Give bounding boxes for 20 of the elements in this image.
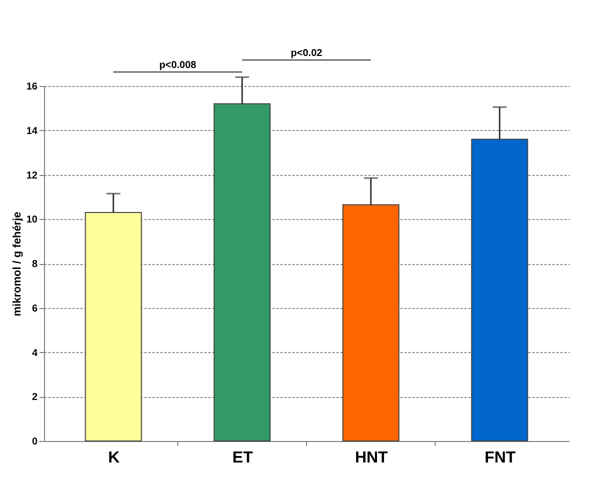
x-tick-label: HNT (354, 450, 388, 466)
y-tick-label: 0 (32, 436, 38, 448)
text: p<0.02 (290, 48, 323, 59)
y-tick-label: 12 (26, 170, 38, 182)
bar (84, 212, 142, 442)
bar (342, 204, 400, 442)
y-axis-title: mikromol / g fehérje (11, 212, 24, 316)
x-tick-label: ET (232, 450, 254, 466)
bar (214, 103, 271, 442)
y-tick-label: 16 (26, 82, 38, 92)
y-tick-label: 8 (32, 259, 38, 270)
y-tick-label: 6 (32, 303, 38, 314)
x-tick-label: FNT (484, 450, 516, 466)
bar (471, 138, 528, 442)
y-tick-label: 4 (32, 348, 38, 359)
y-tick-label: 2 (32, 392, 38, 404)
x-tick-label: K (108, 450, 120, 466)
text: p<0.008 (159, 60, 197, 71)
y-tick-label: 14 (26, 126, 38, 137)
y-tick-label: 10 (26, 214, 38, 226)
